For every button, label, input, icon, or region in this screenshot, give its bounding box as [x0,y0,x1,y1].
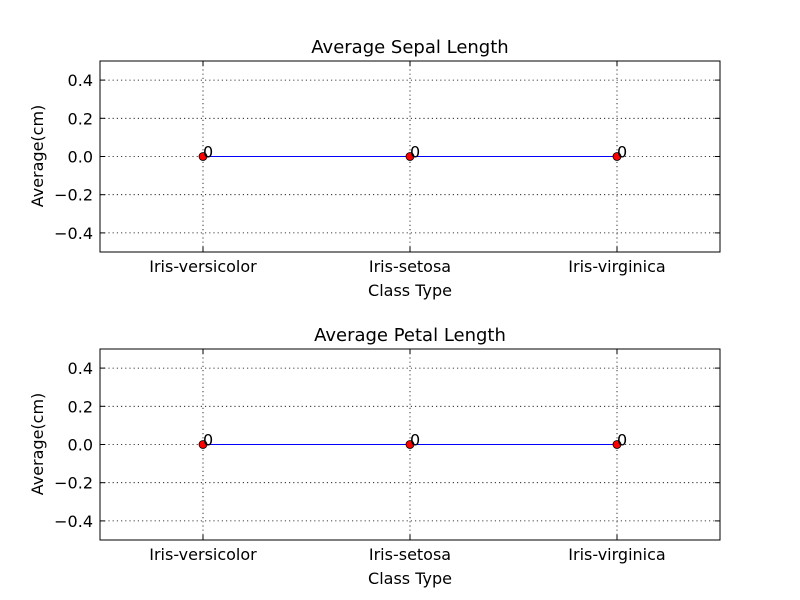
data-label: 0 [617,431,627,450]
data-point [612,440,622,449]
y-tick-label: −0.2 [54,474,93,493]
data-label: 0 [410,431,420,450]
y-tick-label: −0.4 [54,512,93,531]
plot-area: 0.4 0.2 0.0 −0.2 −0.4 Iris-versicolor Iris-set… [54,60,721,276]
data-label: 0 [203,143,213,162]
x-tick-label: Iris-setosa [369,257,451,276]
subplot-petal-length: Average Petal Length Class Type Average(… [28,325,721,588]
x-tick-label: Iris-virginica [568,257,665,276]
data-point [405,152,415,161]
y-tick-label: −0.2 [54,186,93,205]
data-label: 0 [410,143,420,162]
data-point [198,152,208,161]
x-axis-label: Class Type [368,569,452,588]
plot-area: 0.4 0.2 0.0 −0.2 −0.4 Iris-versicolor Iris-set… [54,348,721,564]
x-tick-label: Iris-versicolor [149,257,257,276]
y-tick-label: 0.4 [68,359,93,378]
y-axis-label: Average(cm) [28,105,47,208]
y-tick-label: 0.0 [68,148,93,167]
x-tick-label: Iris-setosa [369,545,451,564]
y-tick-label: 0.2 [68,109,93,128]
data-label: 0 [617,143,627,162]
subplot-sepal-length: Average Sepal Length Class Type Average(… [28,37,721,300]
x-axis-label: Class Type [368,281,452,300]
data-point [612,152,622,161]
chart-title: Average Petal Length [314,325,506,346]
y-axis-label: Average(cm) [28,393,47,496]
data-point [198,440,208,449]
chart-title: Average Sepal Length [311,37,508,58]
x-tick-label: Iris-virginica [568,545,665,564]
y-tick-label: 0.4 [68,71,93,90]
x-tick-label: Iris-versicolor [149,545,257,564]
data-label: 0 [203,431,213,450]
y-tick-label: 0.2 [68,397,93,416]
y-tick-label: −0.4 [54,224,93,243]
data-point [405,440,415,449]
y-tick-label: 0.0 [68,436,93,455]
